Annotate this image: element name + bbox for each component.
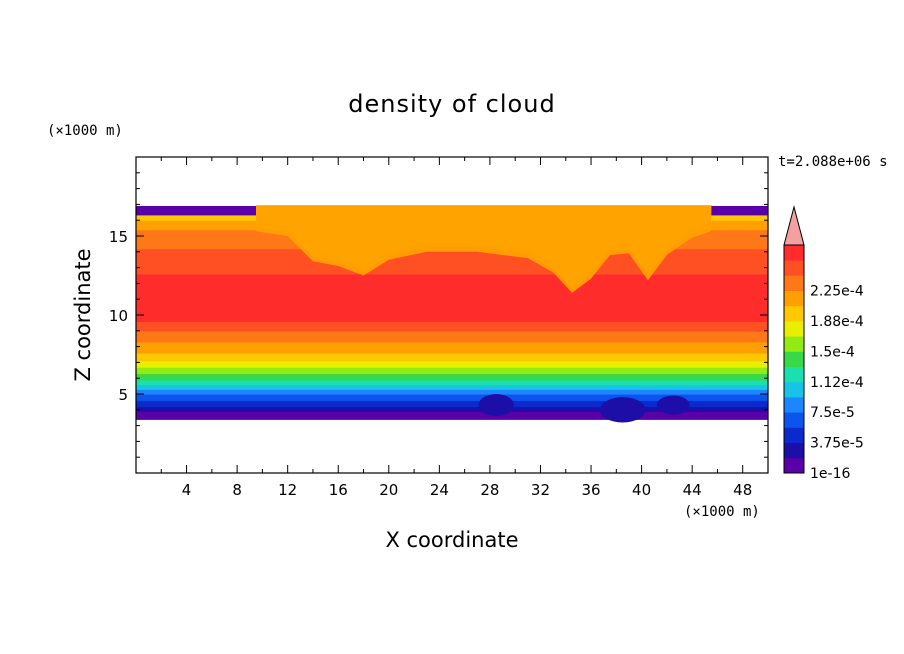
colorbar-swatch bbox=[784, 442, 804, 459]
density-band bbox=[136, 352, 768, 362]
bottom-bump bbox=[656, 395, 690, 415]
colorbar-label: 1e-16 bbox=[810, 466, 850, 482]
colorbar-swatch bbox=[784, 457, 804, 474]
x-tick-label: 16 bbox=[329, 481, 348, 499]
colorbar-swatch bbox=[784, 245, 804, 261]
colorbar-label: 1.88e-4 bbox=[810, 314, 864, 330]
bottom-bump bbox=[478, 394, 514, 417]
density-band bbox=[136, 367, 768, 375]
density-band bbox=[136, 360, 768, 368]
density-band bbox=[136, 379, 768, 386]
density-band bbox=[136, 411, 768, 420]
colorbar-label: 1.5e-4 bbox=[810, 344, 855, 360]
density-band bbox=[136, 406, 768, 412]
colorbar-extend-triangle bbox=[783, 205, 805, 246]
colorbar-swatch bbox=[784, 366, 804, 383]
x-tick-label: 4 bbox=[182, 481, 192, 499]
colorbar-label: 7.5e-5 bbox=[810, 405, 855, 421]
density-band bbox=[136, 394, 768, 401]
colorbar-swatch bbox=[784, 412, 804, 428]
colorbar-label: 3.75e-5 bbox=[810, 436, 864, 452]
x-tick-label: 12 bbox=[278, 481, 297, 499]
x-tick-label: 20 bbox=[379, 481, 398, 499]
density-band bbox=[136, 248, 768, 275]
colorbar-swatch bbox=[784, 381, 804, 398]
time-label: t=2.088e+06 s bbox=[778, 154, 888, 170]
colorbar: 1e-16 3.75e-5 7.5e-5 1.12e-4 1.5e-4 1.88e-4 2.… bbox=[783, 205, 864, 482]
colorbar-label: 2.25e-4 bbox=[810, 284, 864, 300]
x-tick-label: 32 bbox=[531, 481, 550, 499]
x-axis-ticks: 4 8 12 16 20 24 28 32 36 40 44 48 bbox=[160, 157, 752, 499]
x-tick-label: 28 bbox=[480, 481, 499, 499]
colorbar-swatch bbox=[784, 290, 804, 307]
colorbar-swatch bbox=[784, 336, 804, 352]
density-band bbox=[136, 321, 768, 332]
clear-sky-top bbox=[136, 157, 768, 206]
density-band bbox=[136, 341, 768, 354]
chart-title: density of cloud bbox=[348, 90, 555, 118]
density-band bbox=[136, 389, 768, 395]
x-tick-label: 40 bbox=[632, 481, 651, 499]
colorbar-frame bbox=[783, 244, 805, 474]
colorbar-swatch bbox=[784, 275, 804, 291]
y-unit-label: (×1000 m) bbox=[47, 123, 123, 139]
x-unit-label: (×1000 m) bbox=[684, 504, 760, 520]
density-field bbox=[136, 157, 768, 423]
density-band bbox=[136, 330, 768, 343]
y-axis-ticks: 5 10 15 bbox=[109, 172, 768, 458]
bottom-bump bbox=[599, 397, 646, 423]
x-axis-label: X coordinate bbox=[385, 528, 518, 552]
colorbar-swatch bbox=[784, 321, 804, 337]
x-tick-label: 8 bbox=[232, 481, 242, 499]
y-tick-label: 5 bbox=[118, 386, 128, 404]
x-tick-label: 44 bbox=[683, 481, 702, 499]
y-axis-label: Z coordinate bbox=[71, 248, 95, 381]
y-tick-label: 10 bbox=[109, 307, 128, 325]
density-band bbox=[136, 373, 768, 381]
x-tick-label: 48 bbox=[733, 481, 752, 499]
density-band bbox=[136, 400, 768, 408]
colorbar-swatch bbox=[784, 260, 804, 276]
x-tick-label: 36 bbox=[581, 481, 600, 499]
colorbar-swatch bbox=[784, 305, 804, 322]
x-tick-label: 24 bbox=[430, 481, 449, 499]
colorbar-swatch bbox=[784, 397, 804, 413]
density-band bbox=[136, 384, 768, 390]
y-tick-label: 15 bbox=[109, 228, 128, 246]
density-band bbox=[136, 273, 768, 322]
colorbar-label: 1.12e-4 bbox=[810, 375, 864, 391]
colorbar-swatch bbox=[784, 427, 804, 443]
colorbar-swatch bbox=[784, 351, 804, 367]
